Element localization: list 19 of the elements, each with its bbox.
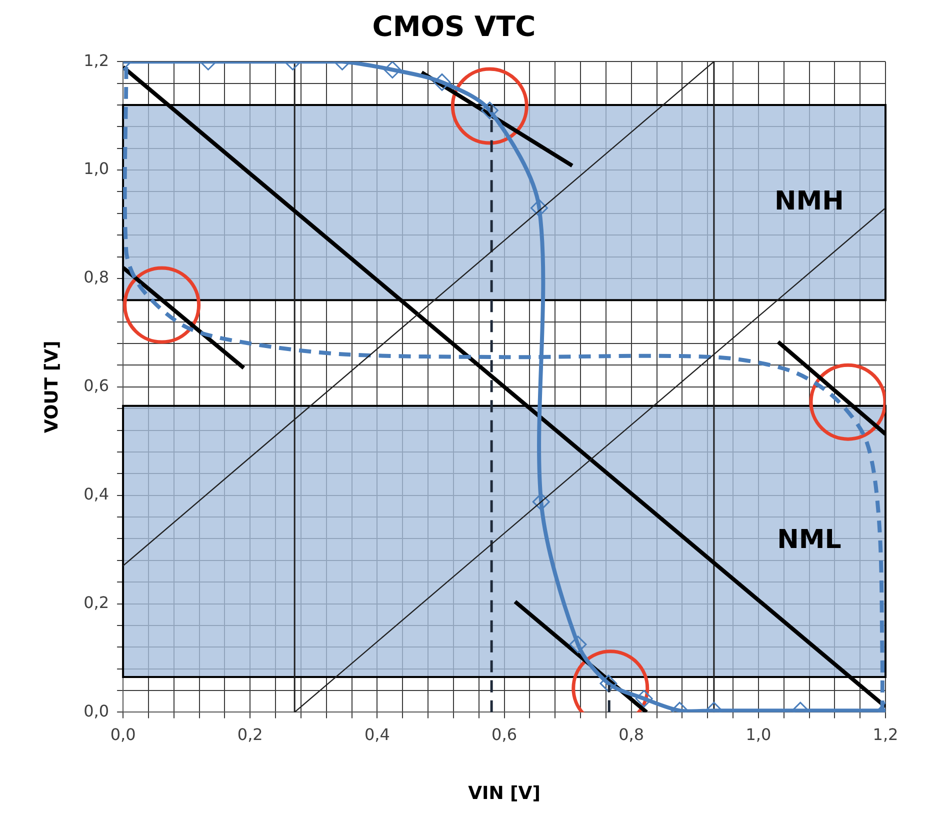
band-label: NMH xyxy=(774,186,844,216)
x-tick-label: 1,2 xyxy=(872,724,898,744)
x-tick-label: 0,8 xyxy=(618,724,644,744)
y-axis-title: VOUT [V] xyxy=(41,340,62,434)
x-tick-label: 0,2 xyxy=(237,724,263,744)
x-tick-label: 0,0 xyxy=(110,724,136,744)
y-tick-label: 1,0 xyxy=(84,159,110,178)
y-tick-label: 0,4 xyxy=(84,484,110,504)
band-label: NML xyxy=(777,525,842,556)
x-axis-title: VIN [V] xyxy=(468,782,540,804)
x-tick-label: 1,0 xyxy=(746,724,772,744)
y-tick-label: 1,2 xyxy=(84,50,110,70)
chart-title: CMOS VTC xyxy=(372,10,536,44)
y-tick-label: 0,8 xyxy=(84,268,110,287)
y-tick-label: 0,6 xyxy=(84,376,110,396)
y-tick-label: 0,2 xyxy=(84,592,110,612)
y-tick-label: 0,0 xyxy=(84,701,110,720)
x-tick-label: 0,4 xyxy=(364,724,390,744)
x-tick-label: 0,6 xyxy=(492,724,517,744)
